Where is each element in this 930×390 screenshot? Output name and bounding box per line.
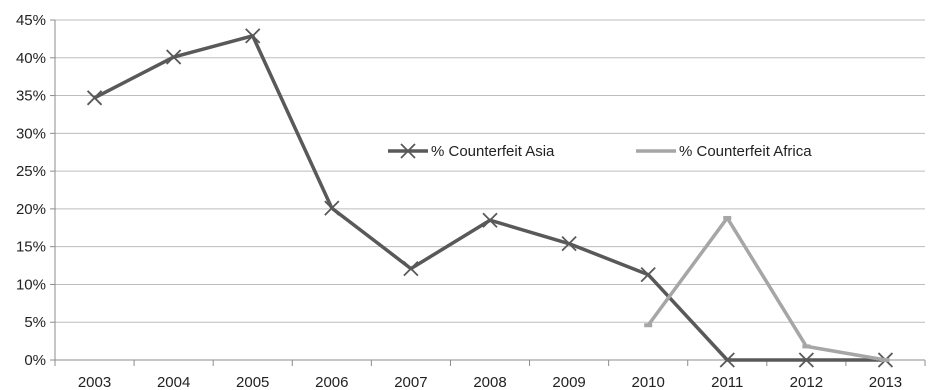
data-point-marker-x [403, 260, 419, 277]
y-tick-label: 40% [16, 50, 46, 67]
y-tick-label: 20% [16, 201, 46, 218]
legend-label: % Counterfeit Africa [679, 143, 812, 160]
x-tick-label: 2010 [631, 374, 664, 390]
legend-entry-0: % Counterfeit Asia [388, 143, 555, 160]
data-point-marker-x [719, 352, 735, 368]
series-layer [86, 28, 894, 368]
y-tick-label: 35% [16, 88, 46, 105]
x-tick-label: 2009 [552, 374, 585, 390]
gridlines [55, 19, 925, 323]
y-tick-label: 45% [16, 12, 46, 29]
legend-label: % Counterfeit Asia [431, 143, 555, 160]
y-tick-label: 0% [24, 352, 46, 369]
x-tick-label: 2008 [473, 374, 506, 390]
data-point-marker-x [482, 212, 498, 228]
legend-marker [400, 143, 416, 159]
data-point-marker-x [165, 49, 182, 65]
x-tick-label: 2012 [790, 374, 823, 390]
y-axis-tick-labels: 0% 5% 10% 15% 20% 25% 30% 35% 40% 45% [16, 12, 46, 369]
axes [50, 19, 926, 366]
x-tick-label: 2003 [78, 374, 111, 390]
x-tick-label: 2005 [236, 374, 269, 390]
y-tick-label: 15% [16, 239, 46, 256]
x-tick-label: 2004 [157, 374, 190, 390]
data-point-marker-x [640, 266, 656, 283]
data-point-marker-x [245, 28, 261, 44]
x-axis-tick-labels: 2003 2004 2005 2006 2007 2008 2009 2010 2011 2012… [78, 374, 902, 390]
y-tick-label: 10% [16, 276, 46, 293]
data-point-marker-x [86, 90, 103, 106]
data-point-marker-x [324, 200, 340, 216]
x-tick-label: 2006 [315, 374, 348, 390]
x-tick-label: 2007 [394, 374, 427, 390]
data-point-marker-x [798, 352, 815, 368]
legend-entry-1: % Counterfeit Africa [636, 143, 812, 160]
series-line [93, 34, 886, 362]
y-tick-label: 5% [24, 314, 46, 331]
series-0 [86, 28, 894, 368]
y-tick-label: 30% [16, 125, 46, 142]
series-line [646, 216, 886, 362]
x-tick-label: 2013 [869, 374, 902, 390]
x-tick-label: 2011 [711, 374, 743, 390]
data-point-marker-x [561, 236, 577, 252]
series-1 [644, 215, 890, 362]
legend: % Counterfeit Asia % Counterfeit Africa [388, 143, 812, 160]
y-tick-label: 25% [16, 163, 46, 180]
